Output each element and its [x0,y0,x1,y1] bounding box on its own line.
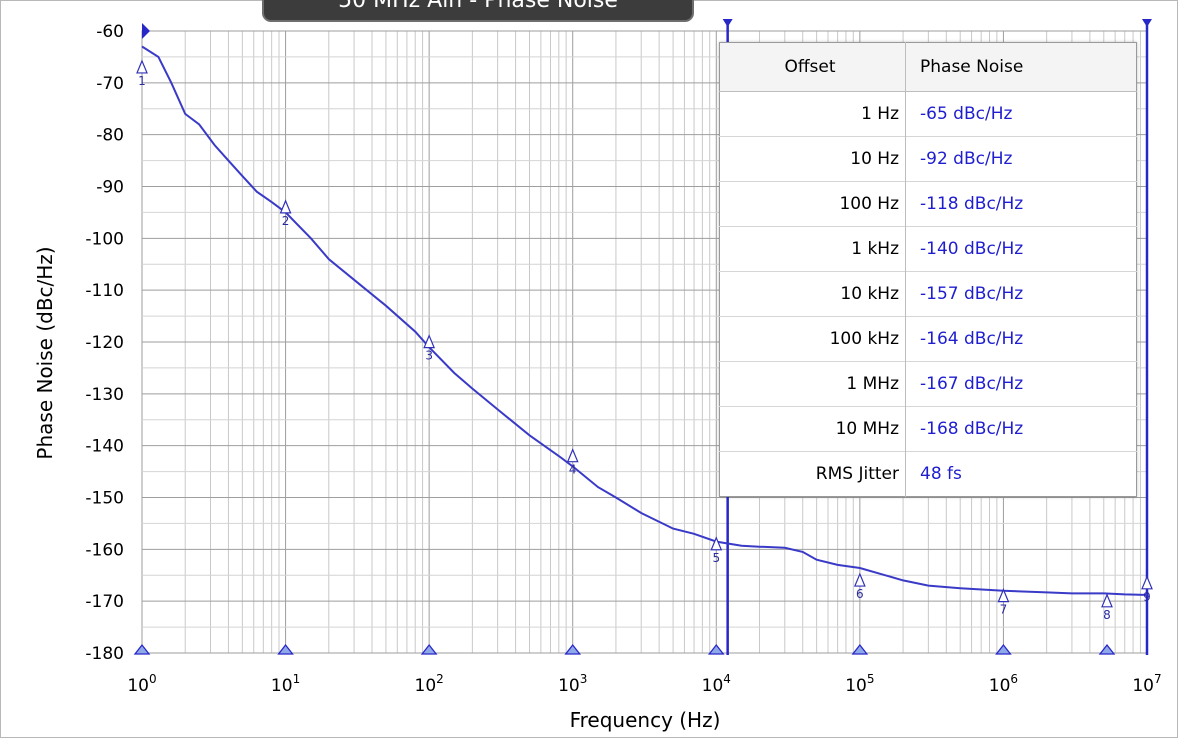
table-row: 10 Hz -92 dBc/Hz [719,136,1137,182]
y-tick-label: -140 [85,437,124,457]
table-row: 1 kHz -140 dBc/Hz [719,226,1137,272]
x-tick-label: 105 [845,672,874,696]
frequency-marker-handle [564,643,582,655]
phase-noise-cell: -168 dBc/Hz [905,406,1137,452]
offset-header: Offset [719,42,906,92]
y-tick-label: -90 [96,178,124,198]
offset-cell: 100 kHz [719,316,906,362]
phase-noise-cell: -118 dBc/Hz [905,181,1137,227]
phase-noise-curve [141,45,1148,596]
marker-label: 8 [1103,608,1111,622]
y-tick-label: -180 [85,644,124,664]
offset-cell: 10 Hz [719,136,906,182]
x-tick-label: 104 [702,672,731,696]
frequency-marker-handle [1098,643,1116,655]
y-tick-label: -130 [85,385,124,405]
phase-noise-cell: 48 fs [905,451,1137,497]
integration-limit-handle [722,19,733,27]
marker-9 [1141,575,1153,590]
offset-cell: 10 kHz [719,271,906,317]
y-tick-label: -150 [85,489,124,509]
offset-cell: 1 kHz [719,226,906,272]
phase-noise-cell: -92 dBc/Hz [905,136,1137,182]
phase-noise-cell: -167 dBc/Hz [905,361,1137,407]
marker-label: 9 [1143,590,1151,604]
marker-3 [423,334,436,349]
frequency-marker-handle [277,643,294,655]
frequency-marker-handle [851,643,869,655]
x-axis-label: Frequency (Hz) [570,708,721,732]
marker-label: 7 [1000,603,1008,617]
y-tick-label: -120 [85,333,124,353]
phase-noise-cell: -65 dBc/Hz [905,91,1137,137]
marker-label: 6 [856,587,864,601]
y-tick-label: -70 [96,74,124,94]
marker-label: 1 [138,74,146,88]
marker-2 [279,199,292,214]
marker-1 [136,59,148,74]
table-row: 10 MHz -168 dBc/Hz [719,406,1137,452]
chart-title: 50 MHz Ain - Phase Noise [262,0,694,22]
table-row: 100 kHz -164 dBc/Hz [719,316,1137,362]
marker-7 [997,588,1010,603]
offset-cell: 10 MHz [719,406,906,452]
phase-noise-cell: -164 dBc/Hz [905,316,1137,362]
x-tick-label: 107 [1132,672,1161,696]
y-tick-label: -60 [96,22,124,42]
y-axis-label: Phase Noise (dBc/Hz) [33,246,57,459]
y-tick-label: -170 [85,592,124,612]
table-row: 1 MHz -167 dBc/Hz [719,361,1137,407]
offset-cell: 1 Hz [719,91,906,137]
y-tick-label: -160 [85,540,124,560]
table-row: 1 Hz -65 dBc/Hz [719,91,1137,137]
table-row: 100 Hz -118 dBc/Hz [719,181,1137,227]
frequency-marker-handle [133,643,151,655]
integration-limit-handle [1142,19,1152,27]
x-tick-label: 106 [989,672,1018,696]
table-header-row: Offset Phase Noise [719,42,1137,92]
y-tick-label: -80 [96,126,124,146]
y-level-handle [142,23,150,39]
table-row: RMS Jitter 48 fs [719,451,1137,497]
phase-noise-table: Offset Phase Noise 1 Hz -65 dBc/Hz 10 Hz -9… [719,42,1137,497]
frequency-marker-handle [420,643,438,655]
x-tick-label: 101 [271,672,300,696]
marker-8 [1101,593,1113,608]
marker-label: 2 [282,214,290,228]
marker-label: 4 [569,463,577,477]
marker-6 [853,572,866,587]
phase-noise-cell: -140 dBc/Hz [905,226,1137,272]
phase-noise-cell: -157 dBc/Hz [905,271,1137,317]
marker-5 [710,536,723,551]
x-tick-label: 103 [558,672,587,696]
offset-cell: RMS Jitter [719,451,906,497]
frequency-marker-handle [995,643,1012,655]
phase-noise-header: Phase Noise [905,42,1137,92]
frequency-marker-handle [707,643,725,655]
y-tick-label: -110 [85,281,124,301]
x-tick-label: 102 [415,672,444,696]
offset-cell: 100 Hz [719,181,906,227]
marker-label: 3 [425,349,433,363]
marker-4 [566,448,579,463]
offset-cell: 1 MHz [719,361,906,407]
table-row: 10 kHz -157 dBc/Hz [719,271,1137,317]
y-tick-label: -100 [85,229,124,249]
marker-label: 5 [712,551,720,565]
x-tick-label: 100 [127,672,156,696]
